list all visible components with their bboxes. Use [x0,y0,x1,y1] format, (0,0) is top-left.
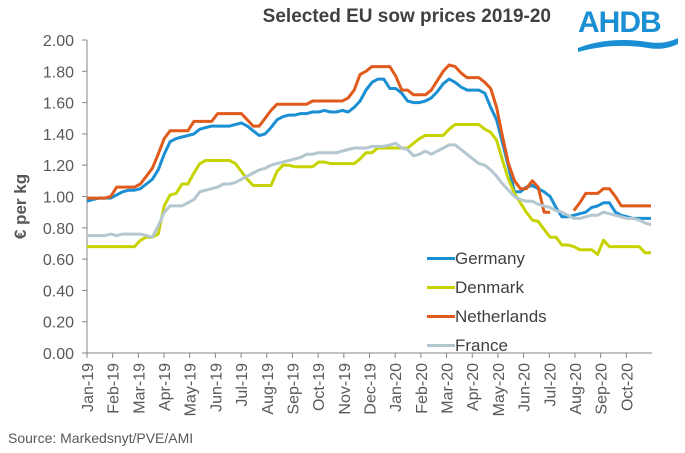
y-tick-label: 1.60 [43,96,74,113]
y-tick-label: 0.40 [43,283,74,300]
x-tick-label: Jul-19 [234,363,251,407]
chart-title-text: Selected EU sow prices 2019-20 [262,6,551,27]
legend-swatch [427,286,455,289]
x-tick-label: Nov-19 [337,363,354,415]
legend-label: Netherlands [455,306,547,326]
series-line-france [87,141,652,239]
x-tick-label: Apr-19 [157,363,174,411]
y-tick-label: 1.20 [43,158,74,175]
axes: 0.00 0.20 0.40 0.60 0.80 1.00 1.20 1.40 1.60 1.80… [11,33,652,416]
x-tick-label: Mar-20 [440,363,457,414]
legend-item-denmark: Denmark [427,273,547,302]
logo-wave-icon [578,38,678,52]
series-line-denmark [87,123,651,256]
x-tick-label: Jul-20 [542,363,559,407]
x-tick-label: Dec-19 [363,363,380,415]
y-tick-label: 0.20 [43,315,74,332]
x-tick-label: Feb-20 [414,363,431,414]
y-tick-label: 1.40 [43,127,74,144]
legend-item-netherlands: Netherlands [427,302,547,331]
chart-title: Selected EU sow prices 2019-20 [0,6,555,28]
legend-label: France [455,335,508,355]
x-tick-label: Mar-19 [131,363,148,414]
ahdb-logo: AHDB [578,6,678,54]
legend-swatch [427,344,455,347]
y-tick-label: 0.00 [43,346,74,363]
series-line-netherlands [87,63,651,214]
x-tick-label: Sep-20 [594,363,611,415]
y-tick-label: 1.00 [43,190,74,207]
y-tick-label: 2.00 [43,33,74,50]
legend-label: Denmark [455,277,524,297]
x-tick-label: Aug-20 [568,363,585,415]
series-layer [86,63,652,256]
x-tick-label: Oct-20 [619,363,636,411]
legend: Germany Denmark Netherlands France [427,244,547,360]
logo-text: AHDB [578,6,662,39]
y-axis-label: € per kg [11,174,30,239]
x-tick-label: Jun-19 [208,363,225,412]
x-tick-label: May-20 [491,363,508,416]
x-tick-label: Sep-19 [285,363,302,415]
x-tick-label: May-19 [183,363,200,416]
x-tick-label: Jun-20 [517,363,534,412]
legend-label: Germany [455,248,525,268]
legend-swatch [427,257,455,260]
y-tick-label: 1.80 [43,64,74,81]
y-tick-label: 0.80 [43,221,74,238]
y-tick-label: 0.60 [43,252,74,269]
x-tick-label: Feb-19 [106,363,123,414]
x-tick-label: Oct-19 [311,363,328,411]
source-note: Source: Markedsnyt/PVE/AMI [8,430,194,446]
legend-swatch [427,315,455,318]
legend-item-france: France [427,331,547,360]
x-tick-label: Jan-19 [80,363,97,412]
x-tick-label: Apr-20 [465,363,482,411]
series-line-germany [86,77,651,220]
x-tick-label: Jan-20 [388,363,405,412]
legend-item-germany: Germany [427,244,547,273]
x-tick-label: Aug-19 [260,363,277,415]
